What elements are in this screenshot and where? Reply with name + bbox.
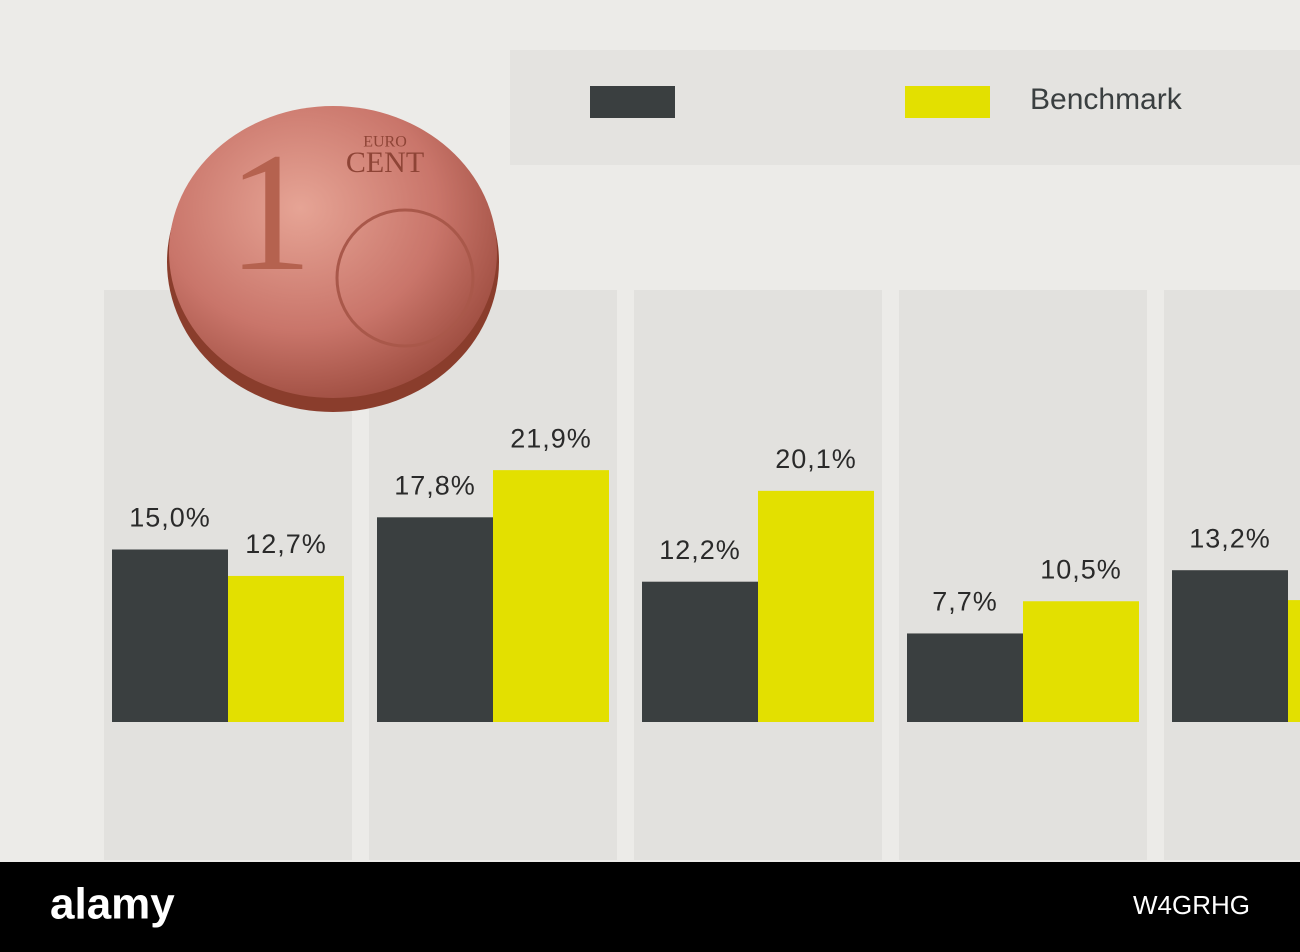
bar	[112, 549, 228, 722]
value-label: 12,7%	[245, 529, 327, 559]
coin: 1 EURO CENT	[167, 106, 499, 412]
footer-bar	[0, 862, 1300, 952]
value-label: 7,7%	[932, 587, 998, 617]
legend-swatch	[905, 86, 990, 118]
coin-face	[169, 106, 497, 398]
coin-euro: EURO	[363, 134, 407, 151]
value-label: 17,8%	[394, 470, 476, 500]
value-label: 10,5%	[1040, 554, 1122, 584]
bar	[642, 581, 758, 722]
value-label: 12,2%	[659, 535, 741, 565]
legend-swatch	[590, 86, 675, 118]
coin-cent: CENT	[346, 146, 424, 179]
bar	[377, 517, 493, 722]
bar	[1172, 570, 1288, 722]
value-label: 13,2%	[1189, 523, 1271, 553]
bar	[493, 470, 609, 722]
bar	[228, 575, 344, 722]
footer-image-id: W4GRHG	[1133, 890, 1250, 920]
coin-globe	[335, 208, 475, 348]
column-background	[899, 290, 1147, 860]
footer-brand: alamy	[50, 880, 175, 929]
coin-denomination: 1	[228, 118, 313, 306]
bar	[1288, 600, 1300, 722]
value-label: 20,1%	[775, 444, 857, 474]
bar	[1023, 601, 1139, 722]
bar	[907, 633, 1023, 722]
value-label: 15,0%	[129, 503, 211, 533]
bar	[758, 490, 874, 722]
value-label: 21,9%	[510, 423, 592, 453]
legend-label: Benchmark	[1030, 83, 1183, 116]
